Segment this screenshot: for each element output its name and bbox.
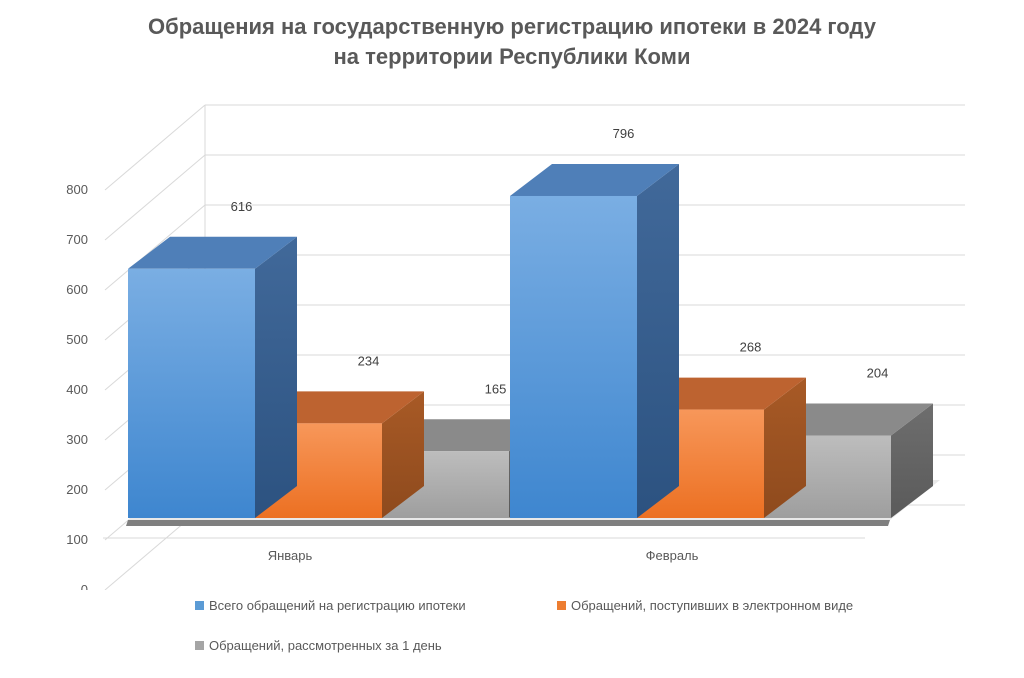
data-labels: 165 234 616 204 268 796 (231, 126, 889, 396)
y-tick-label: 200 (66, 482, 88, 497)
y-tick-label: 0 (81, 582, 88, 590)
y-axis: 0 100 200 300 400 500 600 700 800 (66, 182, 88, 590)
y-tick-label: 500 (66, 332, 88, 347)
bar-front-face (128, 268, 255, 518)
y-tick-label: 300 (66, 432, 88, 447)
data-label-total-1: 796 (613, 126, 635, 141)
chart-title: Обращения на государственную регистрацию… (0, 12, 1024, 72)
y-tick-label: 100 (66, 532, 88, 547)
legend-item-total: Всего обращений на регистрацию ипотеки (195, 598, 466, 613)
x-category-label-1: Февраль (646, 548, 699, 563)
x-category-label-0: Январь (268, 548, 313, 563)
chart-title-line2: на территории Республики Коми (333, 44, 691, 69)
bar-side-face (764, 377, 806, 518)
bar-top-face (764, 403, 933, 436)
legend-label-oneday: Обращений, рассмотренных за 1 день (209, 638, 442, 653)
gridline-side (104, 204, 206, 291)
legend-item-electronic: Обращений, поступивших в электронном вид… (557, 598, 853, 613)
data-label-total-0: 616 (231, 199, 253, 214)
legend-item-oneday: Обращений, рассмотренных за 1 день (195, 638, 442, 653)
chart-title-line1: Обращения на государственную регистрацию… (148, 14, 876, 39)
chart-plot: 0 100 200 300 400 500 600 700 800 165 234 616 204 26… (66, 104, 965, 590)
bar-side-face (255, 236, 297, 519)
bar-side-face (382, 391, 424, 518)
bar-top-face (128, 236, 297, 269)
gridline-side (104, 104, 206, 191)
legend-swatch-total (195, 601, 204, 610)
bar-total-0 (128, 236, 297, 519)
y-tick-label: 700 (66, 232, 88, 247)
bar-total-1 (510, 163, 679, 518)
bar-top-face (637, 377, 806, 410)
legend-label-electronic: Обращений, поступивших в электронном вид… (571, 598, 854, 613)
floor-front (126, 520, 890, 526)
bar-top-face (255, 391, 424, 424)
bar-top-face (382, 419, 551, 452)
data-label-oneday-1: 204 (867, 365, 889, 380)
data-label-electronic-0: 234 (358, 353, 380, 368)
legend-swatch-electronic (557, 601, 566, 610)
bars (128, 163, 933, 519)
y-tick-label: 600 (66, 282, 88, 297)
data-label-oneday-0: 165 (485, 381, 507, 396)
bar-front-face (510, 195, 637, 518)
x-axis: Январь Февраль (268, 548, 699, 563)
bar-side-face (891, 403, 933, 518)
legend: Всего обращений на регистрацию ипотеки О… (0, 590, 1024, 670)
data-label-electronic-1: 268 (740, 340, 762, 355)
y-tick-label: 800 (66, 182, 88, 197)
bar-side-face (637, 163, 679, 518)
y-tick-label: 400 (66, 382, 88, 397)
bar-top-face (510, 163, 679, 196)
legend-label-total: Всего обращений на регистрацию ипотеки (209, 598, 466, 613)
legend-swatch-oneday (195, 641, 204, 650)
gridline-side (104, 154, 206, 241)
